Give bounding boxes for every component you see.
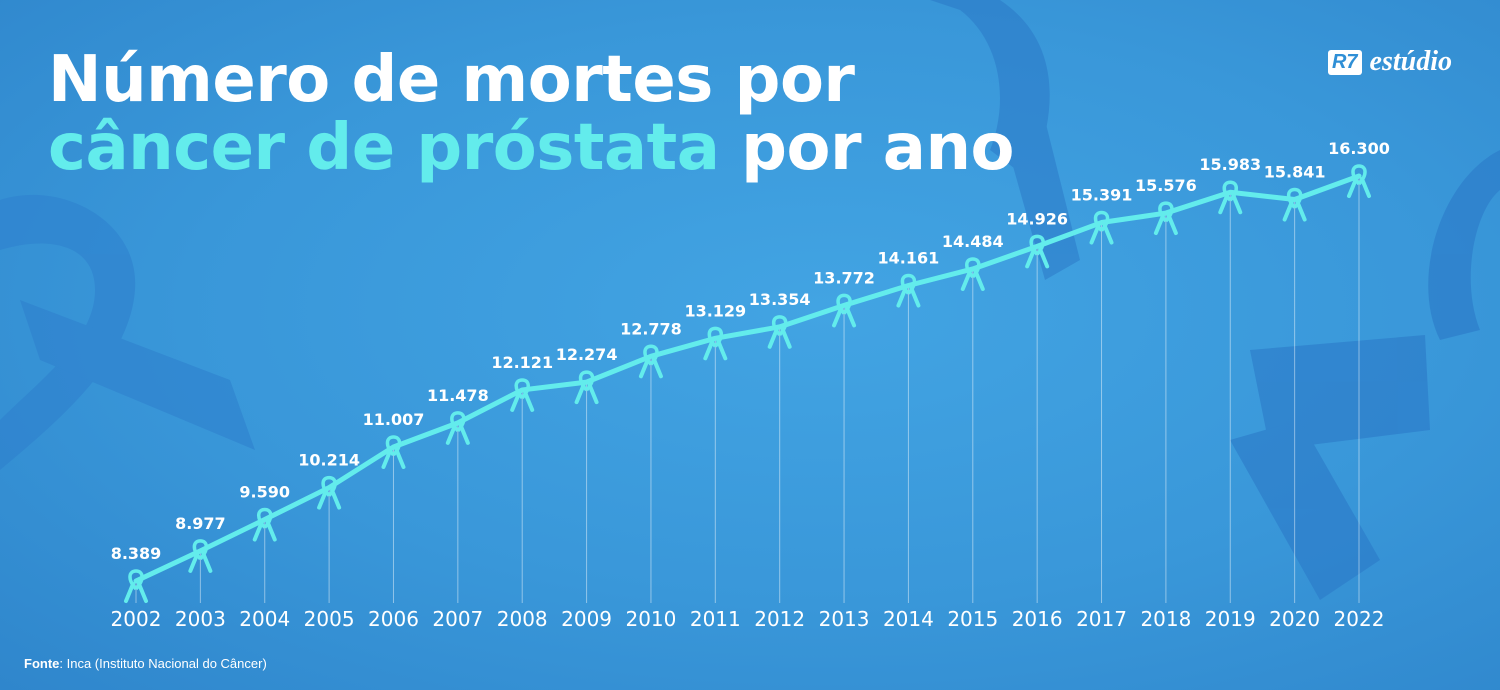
ribbon-marker-icon-2019: [1218, 180, 1243, 215]
x-tick-2015: 2015: [947, 607, 998, 631]
x-tick-2007: 2007: [432, 607, 483, 631]
ribbon-right-decoration: [1230, 150, 1500, 600]
x-tick-2010: 2010: [625, 607, 676, 631]
ribbon-marker-icon-2022: [1347, 164, 1371, 198]
x-tick-2002: 2002: [111, 607, 162, 631]
x-tick-2017: 2017: [1076, 607, 1127, 631]
data-label-2022: 16.300: [1328, 139, 1390, 158]
ribbon-marker-icon-2004: [252, 507, 277, 542]
data-label-2003: 8.977: [175, 514, 226, 533]
source-label: Fonte: [24, 656, 60, 671]
ribbon-marker-icon-2016: [1025, 234, 1050, 269]
source-note: Fonte: Inca (Instituto Nacional do Cânce…: [24, 656, 267, 671]
data-label-2006: 11.007: [363, 410, 425, 429]
x-tick-2016: 2016: [1012, 607, 1063, 631]
data-label-2010: 12.778: [620, 319, 682, 338]
ribbon-marker-icon-2015: [960, 257, 985, 291]
data-label-2004: 9.590: [239, 483, 290, 502]
data-label-2008: 12.121: [491, 353, 553, 372]
x-tick-2006: 2006: [368, 607, 419, 631]
r7-estudio-logo: R7 estúdio: [1327, 46, 1452, 78]
ribbon-marker-icon-2006: [381, 435, 406, 469]
ribbon-marker-icon-2005: [317, 475, 342, 510]
data-label-2018: 15.576: [1135, 176, 1197, 195]
ribbon-left-decoration: [0, 194, 255, 470]
data-label-2005: 10.214: [298, 451, 360, 470]
ribbon-marker-icon-2008: [510, 378, 535, 412]
x-tick-2020: 2020: [1269, 607, 1320, 631]
logo-badge: R7: [1327, 49, 1362, 75]
chart-title: Número de mortes por câncer de próstata …: [48, 46, 1014, 182]
x-tick-2003: 2003: [175, 607, 226, 631]
x-tick-2004: 2004: [239, 607, 290, 631]
ribbon-marker-icon-2018: [1153, 201, 1178, 236]
ribbon-marker-icon-2013: [832, 293, 857, 328]
ribbon-marker-icon-2002: [124, 569, 148, 603]
ribbon-marker-icon-2017: [1089, 210, 1114, 245]
ribbon-marker-icon-2003: [188, 539, 213, 573]
data-label-2012: 13.354: [749, 290, 811, 309]
data-label-2007: 11.478: [427, 386, 489, 405]
x-tick-2022: 2022: [1334, 607, 1385, 631]
x-tick-2012: 2012: [754, 607, 805, 631]
ribbon-top-decoration: [930, 0, 1080, 280]
data-label-2002: 8.389: [111, 544, 162, 563]
data-label-2016: 14.926: [1006, 209, 1068, 228]
ribbon-marker-icon-2011: [703, 326, 728, 361]
data-label-2011: 13.129: [684, 301, 746, 320]
data-label-2017: 15.391: [1071, 186, 1133, 205]
x-tick-2018: 2018: [1140, 607, 1191, 631]
data-label-2015: 14.484: [942, 232, 1004, 251]
logo-text: estúdio: [1369, 46, 1452, 77]
data-label-2020: 15.841: [1264, 162, 1326, 181]
ribbon-marker-icon-2014: [896, 273, 921, 308]
data-label-2014: 14.161: [878, 249, 940, 268]
data-label-2009: 12.274: [556, 345, 618, 364]
ribbon-marker-icon-2009: [574, 370, 599, 405]
x-tick-2005: 2005: [304, 607, 355, 631]
x-tick-2013: 2013: [819, 607, 870, 631]
title-highlight: câncer de próstata: [48, 111, 720, 185]
series-line: [133, 173, 1362, 584]
data-label-2019: 15.983: [1199, 155, 1261, 174]
source-text: : Inca (Instituto Nacional do Câncer): [59, 656, 267, 671]
data-label-2013: 13.772: [813, 268, 875, 287]
ribbon-marker-icon-2020: [1282, 187, 1307, 222]
ribbon-marker-icon-2007: [445, 411, 470, 445]
x-tick-2009: 2009: [561, 607, 612, 631]
x-tick-2011: 2011: [690, 607, 741, 631]
title-line-2-rest: por ano: [719, 111, 1014, 185]
ribbon-marker-icon-2010: [638, 344, 663, 379]
x-tick-2008: 2008: [497, 607, 548, 631]
x-tick-2019: 2019: [1205, 607, 1256, 631]
ribbon-marker-icon-2012: [767, 315, 792, 349]
title-line-1: Número de mortes por: [48, 43, 855, 117]
x-tick-2014: 2014: [883, 607, 934, 631]
